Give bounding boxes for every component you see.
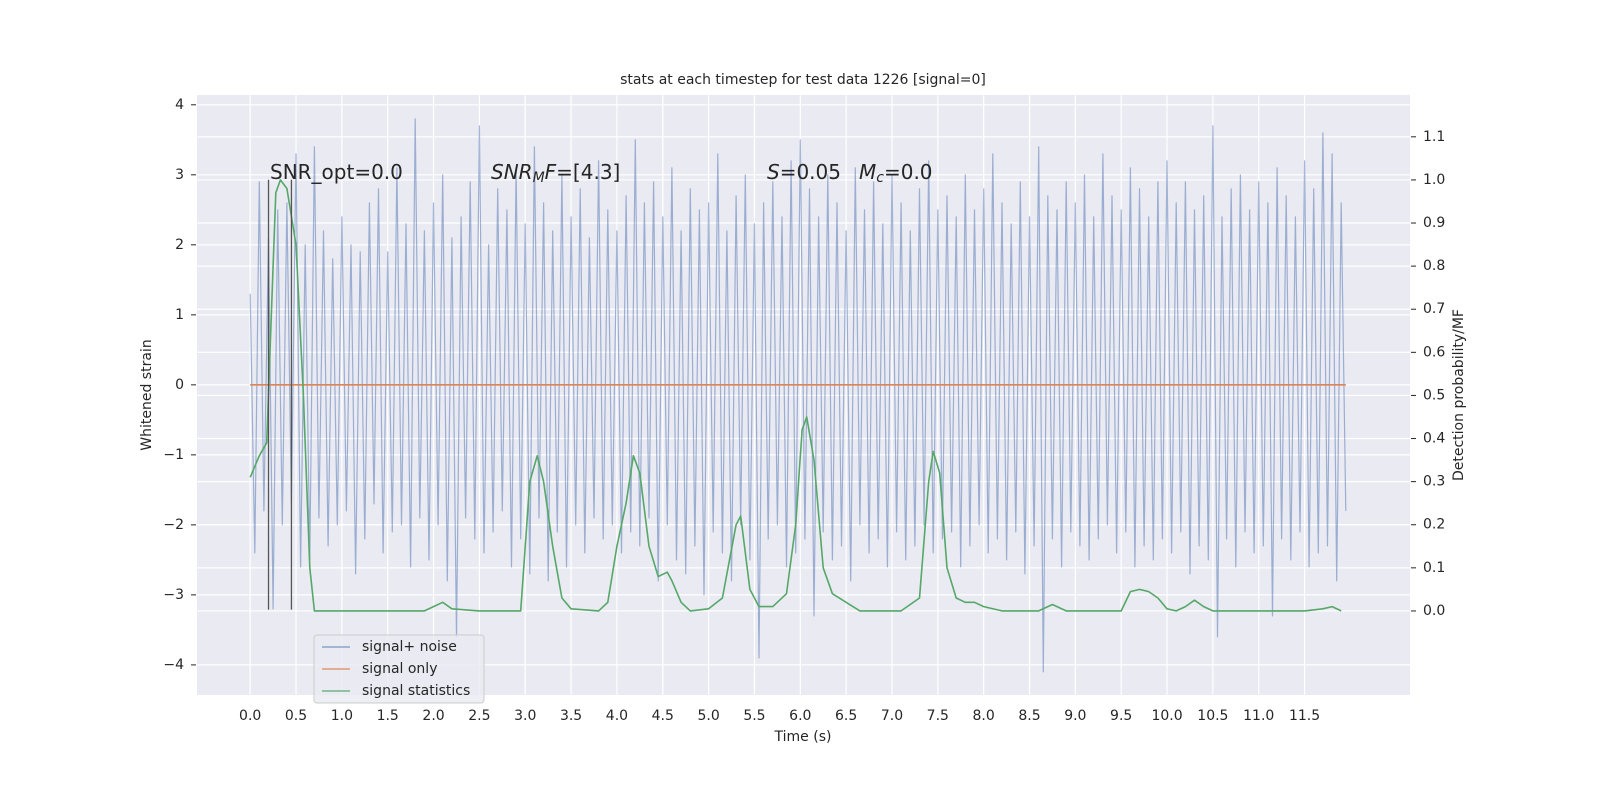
y-tick-label: 0 [175,377,184,393]
y2-tick-label: 0.7 [1423,301,1445,317]
annotation-part: F [545,160,557,184]
legend-label: signal+ noise [362,639,457,655]
y-tick-label: −3 [163,587,184,603]
annotation-part: S [767,160,780,184]
chart-title: stats at each timestep for test data 122… [620,72,986,88]
y-tick-label: −4 [163,657,184,673]
x-tick-label: 1.5 [377,708,399,724]
x-tick-label: 7.5 [927,708,949,724]
legend-label: signal only [362,661,437,677]
y2-tick-label: 1.1 [1423,129,1445,145]
x-tick-label: 8.0 [973,708,995,724]
x-tick-label: 8.5 [1018,708,1040,724]
y-tick-label: 1 [175,307,184,323]
x-tick-label: 2.0 [422,708,444,724]
x-tick-label: 11.5 [1289,708,1320,724]
x-tick-label: 6.5 [835,708,857,724]
y2-tick-label: 0.4 [1423,431,1445,447]
y-tick-label: −1 [163,447,184,463]
x-tick-label: 10.5 [1197,708,1228,724]
y2-axis-label: Detection probability/MF [1451,309,1467,481]
annotation-part: SNR_opt=0.0 [270,160,403,184]
y2-tick-label: 0.1 [1423,560,1445,576]
x-tick-label: 3.5 [560,708,582,724]
annotation: SNR_opt=0.0 [270,160,403,184]
annotation-part: c [876,170,884,186]
x-tick-label: 5.0 [697,708,719,724]
annotation-part: =0.05 [780,160,841,184]
legend: signal+ noise signal only signal statistic… [313,634,485,704]
y2-tick-label: 0.6 [1423,344,1445,360]
x-tick-label: 0.5 [285,708,307,724]
annotation: Mc=0.0 [859,160,933,187]
y2-tick-label: 0.0 [1423,603,1445,619]
legend-box [313,634,485,704]
y2-tick-label: 0.2 [1423,517,1445,533]
x-tick-label: 4.5 [652,708,674,724]
y-tick-label: 4 [175,97,184,113]
data-layer [249,118,1347,673]
annotation-part: =0.0 [884,160,933,184]
annotation-part: SNR [491,160,533,184]
annotation-part: M [533,170,545,186]
x-tick-label: 5.5 [743,708,765,724]
y2-tick-label: 1.0 [1423,172,1445,188]
x-tick-label: 0.0 [239,708,261,724]
x-tick-label: 2.5 [468,708,490,724]
annotation-part: =[4.3] [556,160,620,184]
x-tick-label: 7.0 [881,708,903,724]
annotation-part: M [859,160,876,184]
y2-tick-label: 0.8 [1423,258,1445,274]
x-tick-label: 9.0 [1064,708,1086,724]
x-tick-label: 3.0 [514,708,536,724]
x-tick-label: 6.0 [789,708,811,724]
x-tick-label: 1.0 [331,708,353,724]
x-tick-label: 10.0 [1151,708,1182,724]
y-axis-label: Whitened strain [139,339,155,450]
x-tick-label: 4.0 [606,708,628,724]
y2-tick-label: 0.5 [1423,387,1445,403]
series-line [249,179,1342,612]
annotation: S=0.05 [767,160,841,184]
legend-label: signal statistics [362,683,470,699]
x-axis-label: Time (s) [774,729,832,745]
x-tick-label: 11.0 [1243,708,1274,724]
x-tick-label: 9.5 [1110,708,1132,724]
series-line [249,118,1347,673]
y2-tick-label: 0.3 [1423,474,1445,490]
y-tick-label: 3 [175,167,184,183]
annotation: SNRMF=[4.3] [491,160,620,187]
y2-tick-label: 0.9 [1423,215,1445,231]
y-tick-label: 2 [175,237,184,253]
y-tick-label: −2 [163,517,184,533]
